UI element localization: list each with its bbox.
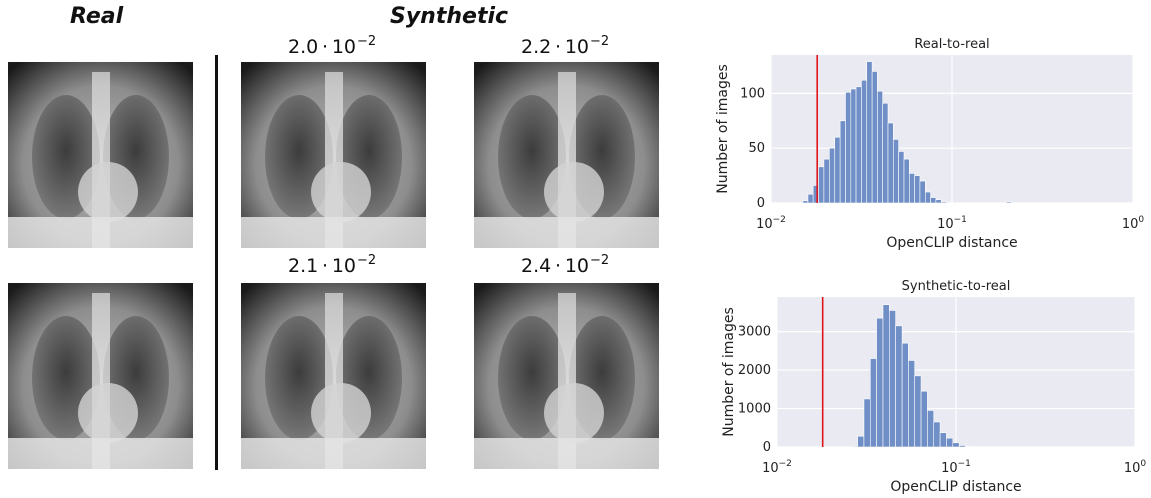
histogram-bar	[893, 139, 899, 204]
x-tick-label: 10−1	[941, 459, 971, 476]
histogram-bar	[818, 166, 825, 204]
distance-mantissa: 2.4	[521, 255, 552, 277]
real-xray-image	[8, 283, 193, 469]
histogram-bar	[933, 421, 941, 448]
xray-graphic	[241, 283, 426, 469]
xray-graphic	[474, 283, 659, 469]
histogram-bar	[869, 358, 877, 448]
histogram-bar	[882, 102, 889, 204]
y-tick-label: 0	[763, 440, 771, 455]
histogram-bar	[829, 147, 836, 204]
xray-graphic	[241, 62, 426, 248]
synthetic-heading: Synthetic	[390, 4, 509, 29]
x-axis-label: OpenCLIP distance	[890, 479, 1021, 495]
x-axis-label: OpenCLIP distance	[886, 235, 1017, 251]
real-heading: Real	[70, 4, 124, 29]
synthetic-xray-image	[474, 283, 659, 469]
distance-label: 2.0 · 10−2	[288, 34, 377, 58]
histogram-bar	[857, 435, 865, 448]
histogram-bar	[908, 360, 916, 448]
histogram-bar	[871, 71, 878, 204]
histogram-bar	[898, 151, 905, 204]
y-tick-label: 50	[748, 141, 765, 156]
x-tick-label: 10−2	[762, 459, 792, 476]
histogram-bar	[887, 122, 894, 204]
x-tick-label: 10−2	[756, 215, 786, 232]
histogram-bar	[877, 90, 883, 204]
column-divider	[215, 55, 218, 470]
histogram-bar	[940, 201, 947, 204]
histogram-bar	[919, 180, 926, 204]
distance-label: 2.4 · 10−2	[521, 253, 610, 277]
distance-exponent: −2	[357, 34, 377, 49]
distance-mantissa: 2.2	[521, 36, 552, 58]
histogram-bar	[845, 91, 852, 204]
x-tick-label: 10−1	[937, 215, 967, 232]
x-tick-label: 100	[1124, 459, 1147, 476]
chart-title: Real-to-real	[914, 37, 989, 52]
histogram-panel: 0 50 100 10−2 10−1 100 Real-to-real OpenCLIP di…	[715, 37, 1147, 495]
histogram-bar	[823, 158, 830, 204]
real-xray-image	[8, 62, 193, 248]
distance-mantissa: 2.1	[288, 255, 319, 277]
histogram-bar	[909, 173, 915, 204]
histogram-bar	[888, 310, 896, 448]
histogram-bar	[924, 191, 931, 204]
histogram-bar	[920, 390, 928, 448]
y-tick-label: 1000	[738, 402, 771, 417]
histogram-bar	[850, 445, 858, 448]
histogram-bar	[927, 410, 935, 448]
histogram-bar	[1005, 201, 1012, 204]
distance-exponent: −2	[590, 253, 610, 268]
histogram-bar	[965, 446, 973, 448]
histogram-bar	[895, 325, 903, 448]
histogram-bar	[876, 317, 884, 448]
y-axis-label: Number of images	[715, 64, 731, 194]
histogram-bar	[914, 175, 921, 204]
histogram-bar	[903, 158, 910, 204]
histogram-bar	[802, 200, 809, 204]
distance-exponent: −2	[357, 253, 377, 268]
histogram-bar	[834, 136, 841, 204]
histogram-bar	[952, 442, 960, 448]
y-tick-label: 0	[757, 196, 765, 211]
synthetic-xray-image	[241, 283, 426, 469]
histogram-bar	[866, 61, 873, 204]
histogram-bar	[807, 193, 814, 204]
y-tick-label: 3000	[738, 325, 771, 340]
y-axis-label: Number of images	[721, 307, 737, 437]
x-tick-label: 100	[1122, 215, 1145, 232]
chart-title: Synthetic-to-real	[902, 279, 1011, 294]
histogram-bar	[939, 432, 947, 448]
y-tick-label: 2000	[738, 363, 771, 378]
histogram-bar	[930, 197, 937, 204]
histogram-bar	[914, 375, 922, 448]
histogram-bar	[958, 445, 966, 448]
histogram-bar	[863, 398, 871, 448]
synthetic-xray-image	[241, 62, 426, 248]
distance-mantissa: 2.0	[288, 36, 319, 58]
synthetic-xray-image	[474, 62, 659, 248]
histogram-bar	[901, 342, 909, 448]
histogram-bar	[855, 86, 862, 204]
histogram-bar	[839, 120, 846, 204]
histogram-bar	[935, 199, 942, 204]
xray-graphic	[474, 62, 659, 248]
histogram-bar	[850, 88, 857, 204]
xray-graphic	[8, 62, 193, 248]
distance-exponent: −2	[590, 34, 610, 49]
histogram-bar	[861, 79, 868, 204]
histogram-bar	[882, 304, 890, 448]
y-tick-label: 100	[740, 86, 765, 101]
distance-label: 2.1 · 10−2	[288, 253, 377, 277]
distance-label: 2.2 · 10−2	[521, 34, 610, 58]
xray-graphic	[8, 283, 193, 469]
histogram-bar	[946, 437, 954, 448]
